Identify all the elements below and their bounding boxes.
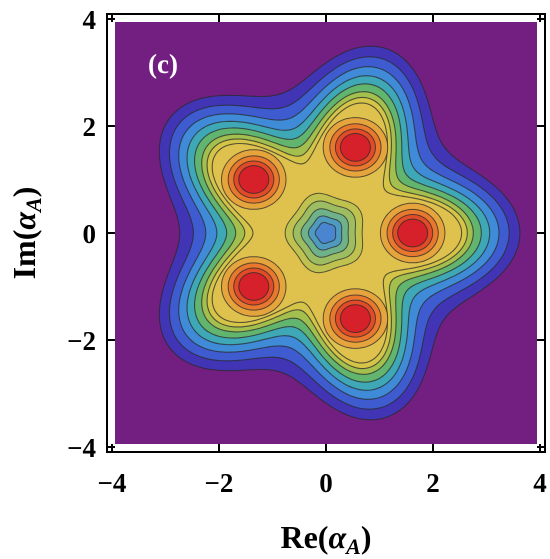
center-contour: [314, 221, 337, 245]
tick-labels: −4 −2 0 2 4 −4 −2 0 2 4: [67, 5, 547, 498]
axis-ticks: [107, 14, 545, 452]
x-tick-label: −2: [205, 468, 234, 498]
y-tick-label: 0: [83, 219, 97, 249]
peak-contour: [238, 272, 270, 301]
peak-contour: [339, 304, 371, 334]
plot-area: [115, 22, 537, 444]
peak-contour: [339, 132, 371, 162]
y-tick-label: −2: [67, 326, 96, 356]
x-tick-label: 0: [319, 468, 333, 498]
contour-levels: [158, 45, 521, 421]
x-tick-label: 2: [426, 468, 440, 498]
y-tick-label: 2: [83, 112, 97, 142]
peak-contour: [238, 165, 270, 194]
panel-label: (c): [148, 49, 178, 79]
x-axis-title: Re(αA): [280, 519, 371, 559]
y-tick-label: −4: [67, 433, 96, 463]
y-tick-label: 4: [83, 5, 97, 35]
x-tick-label: −4: [98, 468, 127, 498]
peak-contour: [397, 218, 429, 248]
x-tick-label: 4: [533, 468, 547, 498]
